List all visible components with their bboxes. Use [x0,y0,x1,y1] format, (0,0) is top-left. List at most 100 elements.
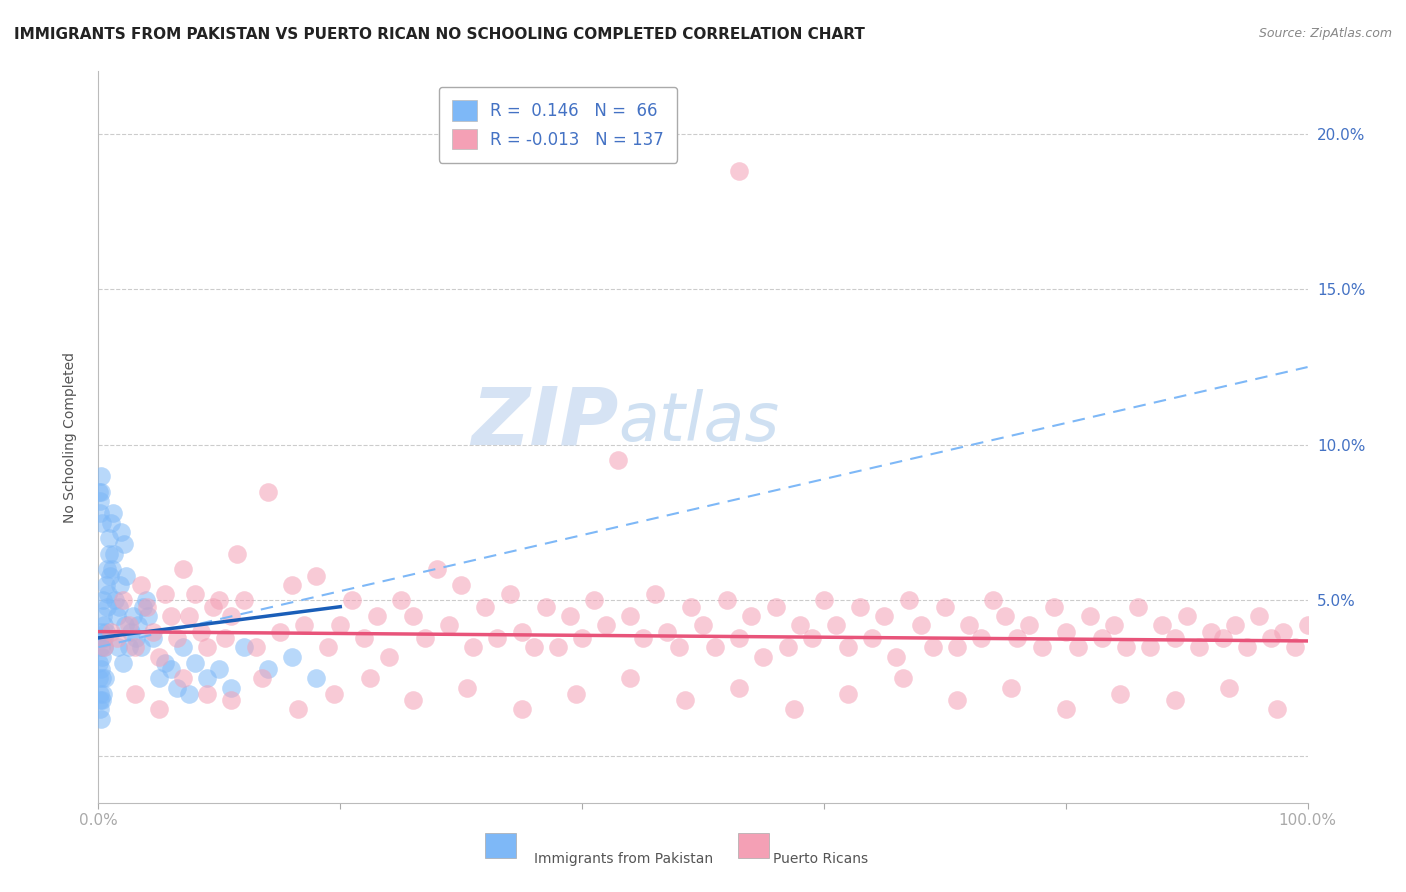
Point [740,609,762,624]
Point [837,687,859,701]
Point [1249,609,1271,624]
Point [1128,599,1150,614]
Point [994,609,1017,624]
Point [91,631,114,645]
Point [221,681,243,695]
Point [860,631,883,645]
Point [160,662,183,676]
Point [558,609,581,624]
Point [946,640,969,655]
Point [232,593,254,607]
Point [981,593,1004,607]
Legend: R =  0.146   N =  66, R = -0.013   N = 137: R = 0.146 N = 66, R = -0.013 N = 137 [439,87,678,162]
Point [122,609,145,624]
Point [1042,599,1064,614]
Point [891,671,914,685]
Point [510,702,533,716]
Point [226,547,249,561]
Point [716,593,738,607]
Point [190,624,212,639]
Point [450,578,472,592]
Point [98,568,121,582]
Point [1109,687,1132,701]
Point [89,671,111,685]
Point [402,693,425,707]
Point [595,618,617,632]
Point [136,609,159,624]
Point [214,631,236,645]
Point [118,618,141,632]
Point [825,618,848,632]
Point [316,640,339,655]
Point [94,671,117,685]
Point [221,693,243,707]
Point [946,693,969,707]
Point [534,599,557,614]
Point [148,649,170,664]
Point [90,640,112,655]
Point [679,599,702,614]
Point [91,671,114,685]
Point [631,631,654,645]
Point [510,624,533,639]
Point [377,649,399,664]
Point [673,693,696,707]
Point [96,562,118,576]
Point [90,469,112,483]
Text: Immigrants from Pakistan: Immigrants from Pakistan [534,852,713,866]
Point [110,524,132,539]
Point [96,624,118,639]
Point [437,618,460,632]
Point [114,618,136,632]
Point [105,609,128,624]
Point [208,662,231,676]
Point [221,609,243,624]
Point [1115,640,1137,655]
Point [245,640,267,655]
Point [1018,618,1040,632]
Text: Source: ZipAtlas.com: Source: ZipAtlas.com [1258,27,1392,40]
Point [783,702,806,716]
Point [523,640,546,655]
Point [195,671,218,685]
Point [305,671,328,685]
Point [115,568,138,582]
Point [704,640,727,655]
Point [886,649,908,664]
Point [89,687,111,701]
Point [1102,618,1125,632]
Text: Puerto Ricans: Puerto Ricans [773,852,869,866]
Point [1031,640,1053,655]
Point [1175,609,1198,624]
Point [166,631,188,645]
Point [91,609,114,624]
Point [498,587,520,601]
Point [96,599,118,614]
Point [153,656,176,670]
Point [124,640,146,655]
Y-axis label: No Schooling Completed: No Schooling Completed [63,351,77,523]
Point [957,618,980,632]
Point [232,640,254,655]
Point [463,640,485,655]
Point [172,562,194,576]
Point [1212,631,1234,645]
Point [342,593,364,607]
Point [202,599,225,614]
Point [87,656,110,670]
Point [93,640,115,655]
Point [184,656,207,670]
Point [153,587,176,601]
Point [413,631,436,645]
Point [1054,624,1077,639]
Point [94,578,117,592]
Point [934,599,956,614]
Point [148,671,170,685]
Point [120,624,142,639]
Point [103,547,125,561]
Point [89,693,111,707]
Point [789,618,811,632]
Text: atlas: atlas [619,390,779,456]
Point [873,609,896,624]
Point [1139,640,1161,655]
